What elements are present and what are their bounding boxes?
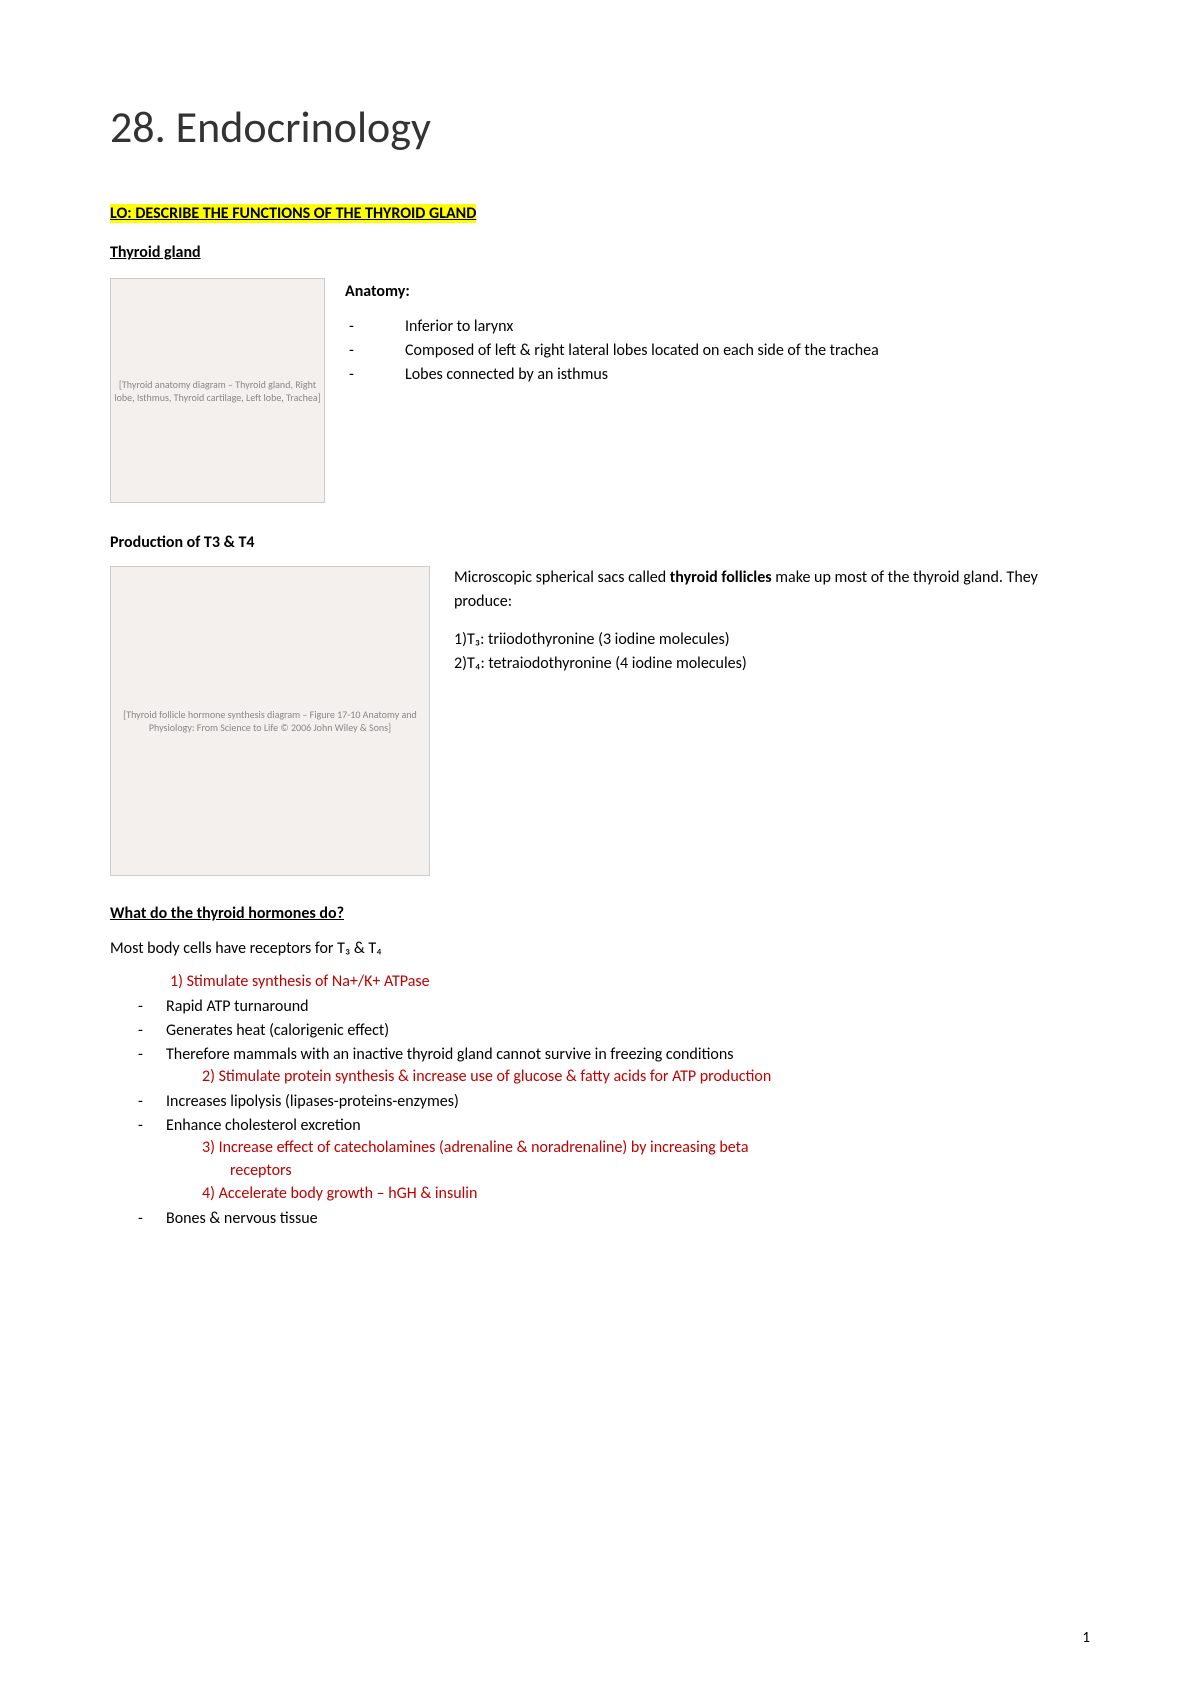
thyroid-anatomy-figure: [Thyroid anatomy diagram – Thyroid gland… bbox=[110, 278, 325, 503]
follicle-synthesis-figure: [Thyroid follicle hormone synthesis diag… bbox=[110, 566, 430, 876]
bullet-list: -Increases lipolysis (lipases-proteins-e… bbox=[110, 1090, 1090, 1138]
numbered-item-red: 3) Increase effect of catecholamines (ad… bbox=[110, 1138, 1090, 1157]
bullet-item: Generates heat (calorigenic effect) bbox=[166, 1019, 389, 1043]
numbered-item-red: 4) Accelerate body growth – hGH & insuli… bbox=[110, 1184, 1090, 1203]
numbered-item-red: 2) Stimulate protein synthesis & increas… bbox=[110, 1067, 1090, 1086]
anatomy-heading: Anatomy: bbox=[345, 282, 1090, 301]
production-row: [Thyroid follicle hormone synthesis diag… bbox=[110, 566, 1090, 876]
numbered-item-red-cont: receptors bbox=[110, 1161, 1090, 1180]
text-span: Microscopic spherical sacs called bbox=[454, 568, 670, 587]
bullet-item: Increases lipolysis (lipases-proteins-en… bbox=[166, 1090, 459, 1114]
production-heading: Production of T3 & T4 bbox=[110, 533, 1090, 552]
bullet-item: Therefore mammals with an inactive thyro… bbox=[166, 1043, 734, 1067]
thyroid-gland-heading: Thyroid gland bbox=[110, 243, 1090, 262]
follicle-intro: Microscopic spherical sacs called thyroi… bbox=[454, 566, 1090, 614]
follicle-list-item: 1)T₃: triiodothyronine (3 iodine molecul… bbox=[454, 628, 1090, 652]
bullet-item: Rapid ATP turnaround bbox=[166, 995, 309, 1019]
hormone-function-heading: What do the thyroid hormones do? bbox=[110, 904, 1090, 923]
numbered-item-red: 1) Stimulate synthesis of Na+/K+ ATPase bbox=[110, 972, 1090, 991]
anatomy-list: -Inferior to larynx -Composed of left & … bbox=[345, 315, 1090, 387]
anatomy-item: Inferior to larynx bbox=[405, 315, 1090, 339]
intro-text: Most body cells have receptors for T₃ & … bbox=[110, 939, 1090, 958]
follicle-list-item: 2)T₄: tetraiodothyronine (4 iodine molec… bbox=[454, 652, 1090, 676]
bullet-list: -Rapid ATP turnaround -Generates heat (c… bbox=[110, 995, 1090, 1067]
anatomy-row: [Thyroid anatomy diagram – Thyroid gland… bbox=[110, 278, 1090, 503]
anatomy-item: Composed of left & right lateral lobes l… bbox=[405, 339, 1090, 363]
anatomy-item: Lobes connected by an isthmus bbox=[405, 363, 1090, 387]
follicle-text-block: Microscopic spherical sacs called thyroi… bbox=[454, 566, 1090, 876]
anatomy-block: Anatomy: -Inferior to larynx -Composed o… bbox=[345, 278, 1090, 503]
page-number: 1 bbox=[1082, 1629, 1090, 1647]
bullet-item: Enhance cholesterol excretion bbox=[166, 1114, 361, 1138]
bullet-list: -Bones & nervous tissue bbox=[110, 1207, 1090, 1231]
bold-term: thyroid follicles bbox=[670, 568, 772, 587]
document-title: 28. Endocrinology bbox=[110, 100, 1090, 154]
bullet-item: Bones & nervous tissue bbox=[166, 1207, 318, 1231]
learning-objective-heading: LO: DESCRIBE THE FUNCTIONS OF THE THYROI… bbox=[110, 204, 476, 223]
